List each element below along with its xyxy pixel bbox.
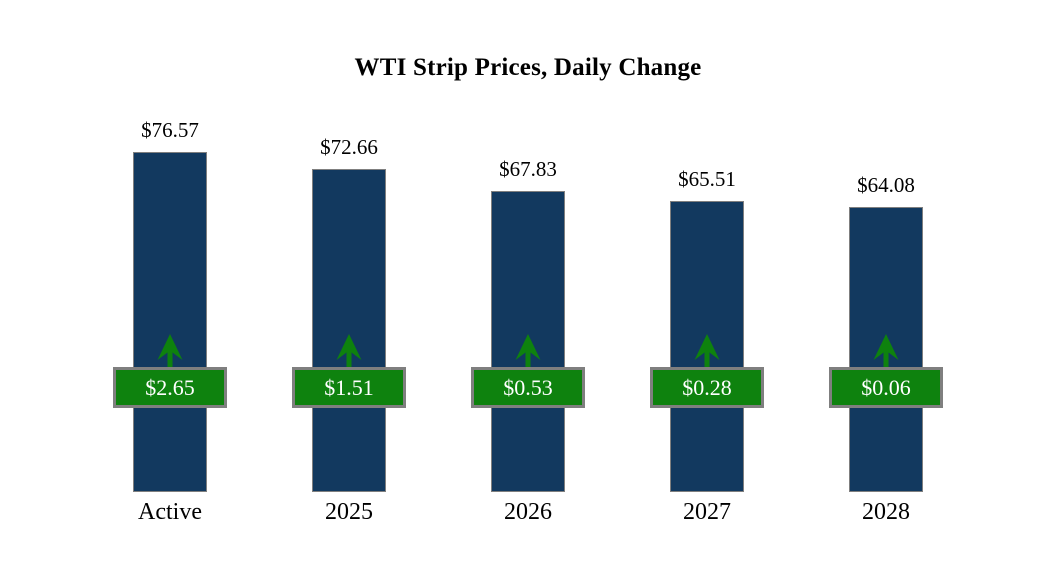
daily-change-badge: $1.51 <box>292 367 406 408</box>
category-label-2025: 2025 <box>325 499 373 525</box>
category-label-2028: 2028 <box>862 499 910 525</box>
up-arrow-icon <box>873 334 899 367</box>
daily-change-badge: $0.53 <box>471 367 585 408</box>
up-arrow-icon <box>694 334 720 367</box>
up-arrow-icon <box>157 334 183 367</box>
up-arrow-icon <box>515 334 541 367</box>
bar-2025 <box>312 169 386 492</box>
chart-title: WTI Strip Prices, Daily Change <box>354 54 702 81</box>
bar-value-label: $65.51 <box>678 167 736 191</box>
bar-value-label: $76.57 <box>141 118 199 142</box>
category-label-2027: 2027 <box>683 499 731 525</box>
daily-change-badge: $2.65 <box>113 367 227 408</box>
up-arrow-icon <box>336 334 362 367</box>
daily-change-badge: $0.28 <box>650 367 764 408</box>
category-label-2026: 2026 <box>504 499 552 525</box>
bar-value-label: $64.08 <box>857 173 915 197</box>
category-label-active: Active <box>138 499 202 525</box>
daily-change-badge: $0.06 <box>829 367 943 408</box>
bar-active <box>133 152 207 492</box>
bar-value-label: $67.83 <box>499 157 557 181</box>
bar-value-label: $72.66 <box>320 135 378 159</box>
